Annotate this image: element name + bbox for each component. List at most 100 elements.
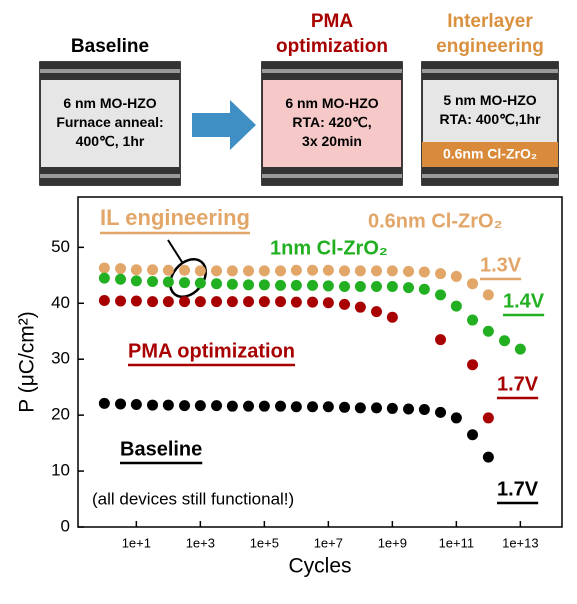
- data-point: [162, 399, 174, 411]
- y-tick-label: 10: [51, 461, 70, 480]
- data-point: [403, 265, 415, 277]
- data-point: [275, 279, 287, 291]
- data-point: [322, 280, 334, 292]
- data-point: [179, 400, 191, 412]
- panel-title: optimization: [276, 36, 388, 57]
- data-point: [339, 401, 351, 413]
- data-point: [450, 270, 462, 282]
- x-tick-label: 1e+5: [250, 535, 279, 550]
- data-point: [418, 266, 430, 278]
- y-tick-label: 50: [51, 237, 70, 256]
- panel-title: engineering: [436, 36, 544, 57]
- data-point: [98, 294, 110, 306]
- data-point: [467, 429, 479, 441]
- data-point: [435, 334, 447, 346]
- interlayer-label: 0.6nm Cl-ZrO₂: [443, 146, 537, 162]
- data-point: [354, 301, 366, 313]
- data-point: [371, 280, 383, 292]
- data-point: [354, 402, 366, 414]
- data-point: [450, 300, 462, 312]
- data-point: [211, 400, 223, 412]
- electrode-stripe: [262, 69, 402, 73]
- data-point: [130, 264, 142, 276]
- series-label: 1nm Cl-ZrO₂: [270, 237, 388, 259]
- data-point: [226, 400, 238, 412]
- panel-body: [261, 61, 403, 186]
- data-point: [179, 277, 191, 289]
- data-point: [162, 276, 174, 288]
- data-point: [115, 398, 127, 410]
- data-point: [226, 296, 238, 308]
- panel-text: RTA: 400℃,1hr: [439, 111, 541, 127]
- data-point: [418, 404, 430, 416]
- data-point: [226, 265, 238, 277]
- electrode-stripe: [40, 174, 180, 178]
- data-point: [243, 400, 255, 412]
- data-point: [307, 279, 319, 291]
- data-point: [194, 277, 206, 289]
- data-point: [307, 401, 319, 413]
- data-point: [275, 296, 287, 308]
- data-point: [386, 311, 398, 323]
- data-point: [98, 397, 110, 409]
- panel-text: 5 nm MO-HZO: [443, 92, 536, 108]
- voltage-label: 1.4V: [503, 290, 545, 312]
- data-point: [226, 278, 238, 290]
- y-axis-label: P (μC/cm²): [16, 311, 39, 413]
- data-point: [290, 264, 302, 276]
- data-point: [243, 296, 255, 308]
- voltage-label: 1.7V: [497, 478, 539, 500]
- data-point: [147, 264, 159, 276]
- data-point: [435, 289, 447, 301]
- panel-text: 6 nm MO-HZO: [63, 95, 156, 111]
- voltage-label: 1.7V: [497, 373, 539, 395]
- panel-text: 400℃, 1hr: [76, 133, 145, 149]
- data-point: [179, 296, 191, 308]
- x-tick-label: 1e+7: [314, 535, 343, 550]
- data-point: [115, 273, 127, 285]
- y-tick-label: 0: [61, 516, 70, 535]
- panel-title: Baseline: [71, 36, 149, 57]
- voltage-label: 1.3V: [480, 254, 522, 276]
- data-point: [322, 264, 334, 276]
- data-point: [98, 262, 110, 274]
- data-point: [322, 297, 334, 309]
- data-point: [418, 283, 430, 295]
- data-point: [514, 343, 526, 355]
- data-point: [322, 401, 334, 413]
- data-point: [194, 400, 206, 412]
- data-point: [98, 272, 110, 284]
- data-point: [467, 359, 479, 371]
- electrode-stripe: [422, 174, 558, 178]
- interlayer: [422, 142, 558, 167]
- data-point: [354, 280, 366, 292]
- process-arrow: [192, 100, 256, 150]
- data-point: [467, 278, 479, 290]
- y-tick-label: 20: [51, 405, 70, 424]
- data-point: [194, 296, 206, 308]
- data-point: [258, 296, 270, 308]
- data-point: [435, 268, 447, 280]
- data-point: [435, 406, 447, 418]
- x-tick-label: 1e+9: [378, 535, 407, 550]
- y-tick-label: 40: [51, 293, 70, 312]
- data-point: [258, 400, 270, 412]
- series-label: Baseline: [120, 438, 202, 460]
- plot-frame: [77, 196, 563, 528]
- annotation: IL engineering: [100, 205, 250, 230]
- data-point: [211, 296, 223, 308]
- data-point: [162, 264, 174, 276]
- data-point: [354, 265, 366, 277]
- panel-title: Interlayer: [447, 11, 533, 32]
- electrode-stripe: [422, 69, 558, 73]
- x-tick-label: 1e+3: [186, 535, 215, 550]
- series-label: PMA optimization: [128, 340, 295, 362]
- data-point: [339, 265, 351, 277]
- electrode-stripe: [40, 69, 180, 73]
- electrode-stripe: [262, 174, 402, 178]
- data-point: [386, 280, 398, 292]
- x-tick-label: 1e+13: [502, 535, 539, 550]
- data-point: [403, 282, 415, 294]
- data-point: [450, 412, 462, 424]
